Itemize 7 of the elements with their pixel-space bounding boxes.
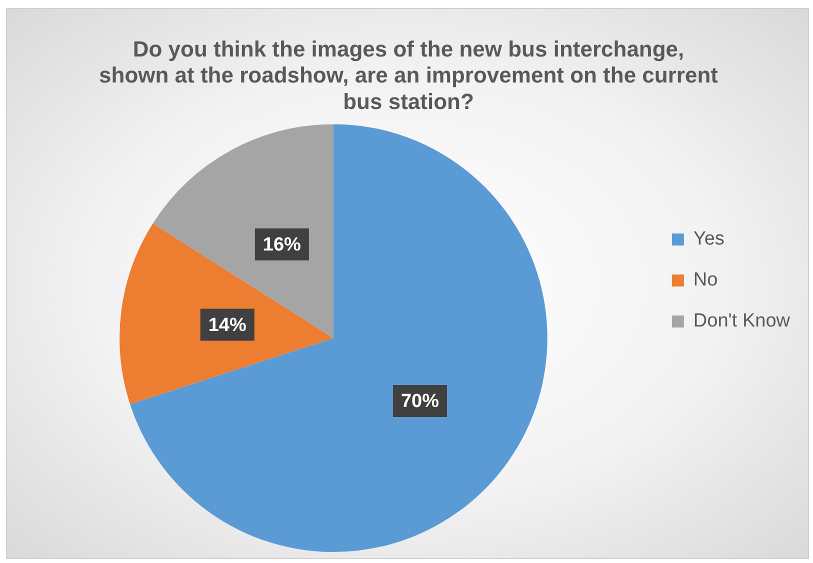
data-label: 14% xyxy=(208,314,246,336)
legend-label: Don't Know xyxy=(693,310,790,332)
data-label: 70% xyxy=(400,391,440,412)
chart-title: Do you think the images of the new bus interchange, shown at the roadshow, are an improvement on the current bus station? xyxy=(99,36,719,114)
legend-label: No xyxy=(693,270,718,291)
legend-label: Yes xyxy=(693,228,724,250)
data-label: 16% xyxy=(262,234,302,256)
